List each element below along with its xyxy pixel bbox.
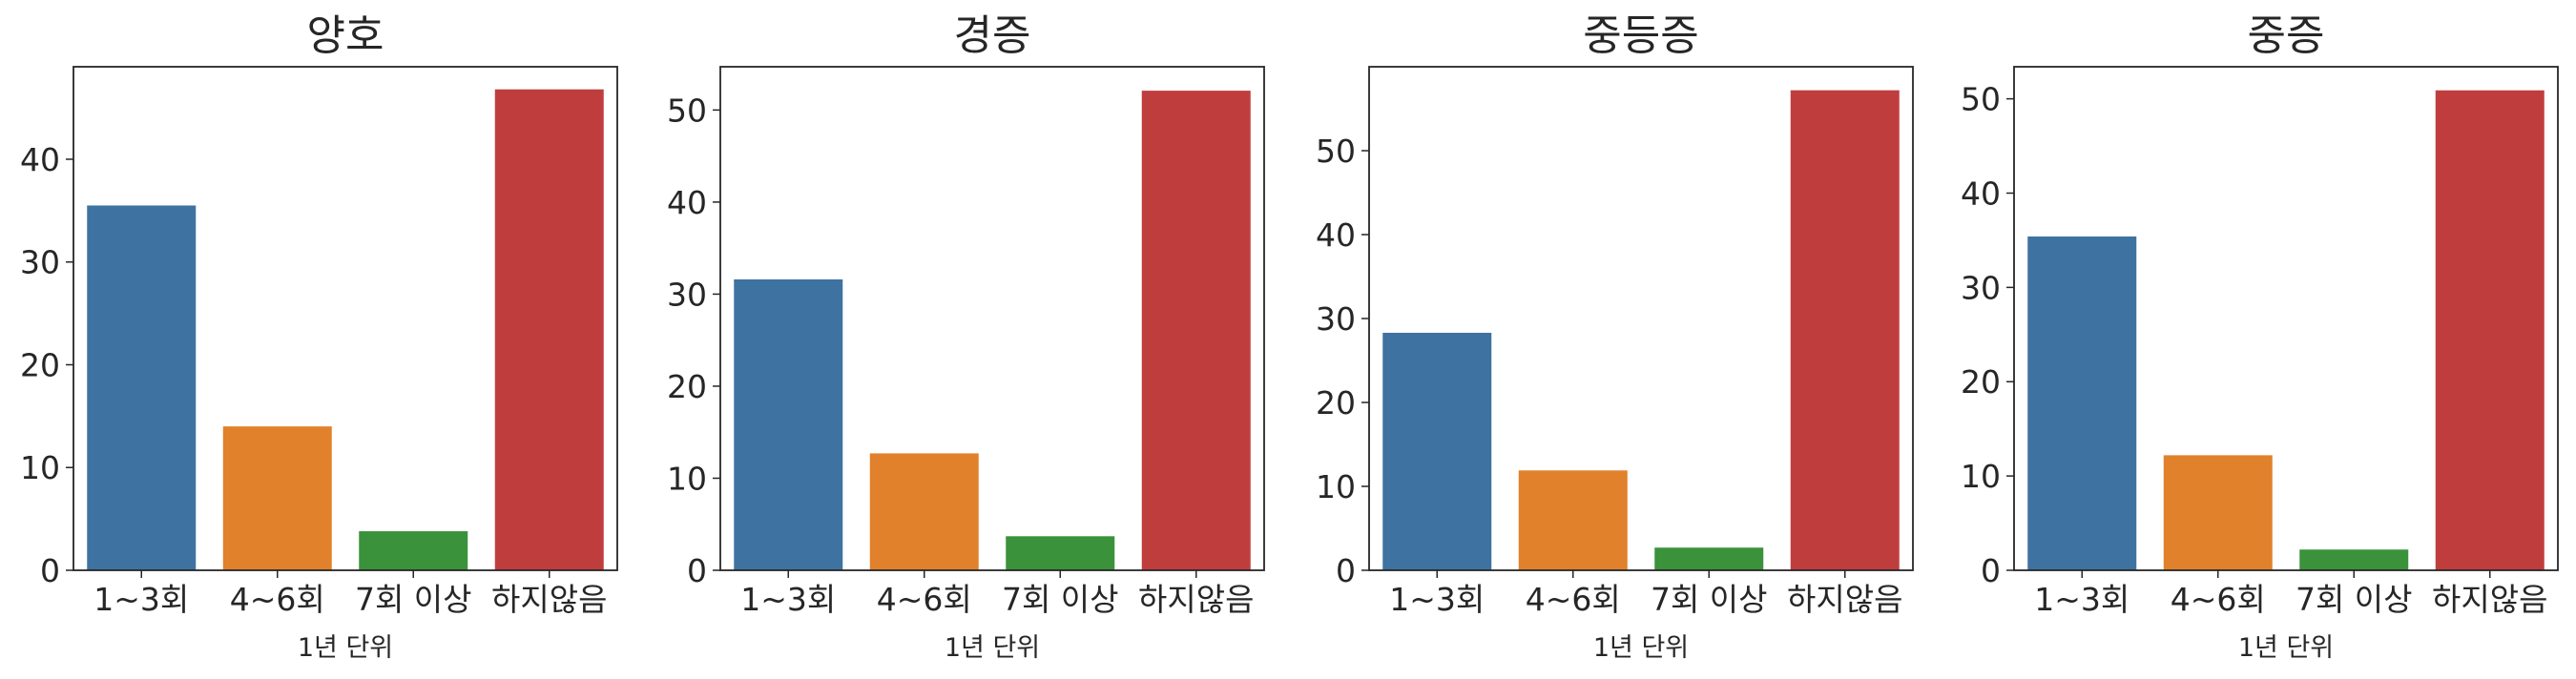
y-tick-label: 0: [1336, 552, 1356, 589]
bar-4: [1790, 90, 1900, 570]
x-tick-label: 1~3회: [2034, 581, 2129, 618]
bar-2: [222, 426, 332, 570]
bar-4: [494, 89, 604, 571]
y-tick-label: 50: [667, 92, 707, 129]
x-axis-label: 1년 단위: [298, 633, 393, 663]
x-tick-label: 7회 이상: [2296, 581, 2413, 618]
y-tick-label: 30: [20, 244, 60, 281]
y-tick-label: 10: [1961, 458, 2001, 495]
y-tick-label: 10: [20, 449, 60, 486]
chart-panel-1: 양호 1~3회 4~6회 7회 이상 하지않음 0 10 20 30 40 1년 단위: [20, 11, 618, 663]
x-tick-label: 하지않음: [1138, 581, 1254, 618]
x-tick-label: 4~6회: [877, 581, 972, 618]
bar-1: [734, 278, 843, 570]
y-tick-label: 50: [1316, 133, 1356, 170]
chart-panel-2: 경증 1~3회 4~6회 7회 이상 하지않음 0 10 20 30 40 50 1년 단위: [667, 11, 1265, 663]
chart-panel-3: 중등증 1~3회 4~6회 7회 이상 하지않음 0 10 20 30 40 50 1년 단위: [1316, 11, 1914, 663]
y-tick-label: 20: [20, 346, 60, 383]
x-tick-label: 하지않음: [491, 581, 607, 618]
bar-3: [1654, 547, 1764, 570]
x-tick-label: 1~3회: [93, 581, 189, 618]
x-axis-label: 1년 단위: [1593, 633, 1689, 663]
x-axis-label: 1년 단위: [2238, 633, 2334, 663]
y-tick-label: 0: [687, 552, 707, 589]
bar-3: [359, 531, 468, 570]
bar-3: [2299, 549, 2409, 570]
plot-frame: [2013, 66, 2559, 571]
y-tick-label: 0: [40, 552, 60, 589]
x-tick-label: 4~6회: [1526, 581, 1621, 618]
bar-4: [2435, 90, 2545, 570]
y-tick-label: 40: [1316, 216, 1356, 254]
y-tick-label: 30: [667, 276, 707, 313]
plot-frame: [73, 66, 618, 571]
x-tick-label: 1~3회: [740, 581, 836, 618]
chart-title: 양호: [307, 11, 384, 60]
x-tick-label: 7회 이상: [1651, 581, 1768, 618]
chart-panel-4: 중증 1~3회 4~6회 7회 이상 하지않음 0 10 20 30 40 50 1년 단위: [1961, 11, 2559, 663]
bar-2: [2163, 455, 2273, 570]
y-tick-label: 50: [1961, 81, 2001, 118]
x-tick-label: 4~6회: [230, 581, 325, 618]
y-tick-label: 20: [667, 368, 707, 405]
plot-frame: [719, 66, 1265, 571]
x-tick-label: 하지않음: [2432, 581, 2547, 618]
chart-title: 중증: [2248, 11, 2325, 60]
y-tick-label: 30: [1316, 300, 1356, 338]
x-tick-label: 4~6회: [2171, 581, 2266, 618]
y-tick-label: 40: [667, 184, 707, 221]
x-tick-label: 7회 이상: [355, 581, 472, 618]
y-tick-label: 0: [1981, 552, 2001, 589]
chart-title: 중등증: [1583, 11, 1698, 60]
y-tick-label: 20: [1961, 363, 2001, 401]
bar-2: [1518, 470, 1628, 570]
x-tick-label: 1~3회: [1389, 581, 1485, 618]
y-tick-label: 30: [1961, 269, 2001, 306]
bar-1: [1382, 332, 1492, 570]
x-tick-label: 하지않음: [1787, 581, 1902, 618]
x-axis-label: 1년 단위: [945, 633, 1040, 663]
bar-3: [1006, 536, 1115, 570]
x-tick-label: 7회 이상: [1002, 581, 1119, 618]
y-tick-label: 40: [20, 141, 60, 178]
bar-2: [869, 453, 979, 570]
bar-4: [1141, 91, 1251, 570]
y-tick-label: 20: [1316, 384, 1356, 422]
bar-1: [2027, 236, 2137, 571]
y-tick-label: 10: [667, 460, 707, 497]
bar-1: [87, 205, 197, 570]
chart-title: 경증: [954, 11, 1031, 60]
plot-frame: [1368, 66, 1914, 571]
y-tick-label: 10: [1316, 468, 1356, 505]
y-tick-label: 40: [1961, 175, 2001, 212]
